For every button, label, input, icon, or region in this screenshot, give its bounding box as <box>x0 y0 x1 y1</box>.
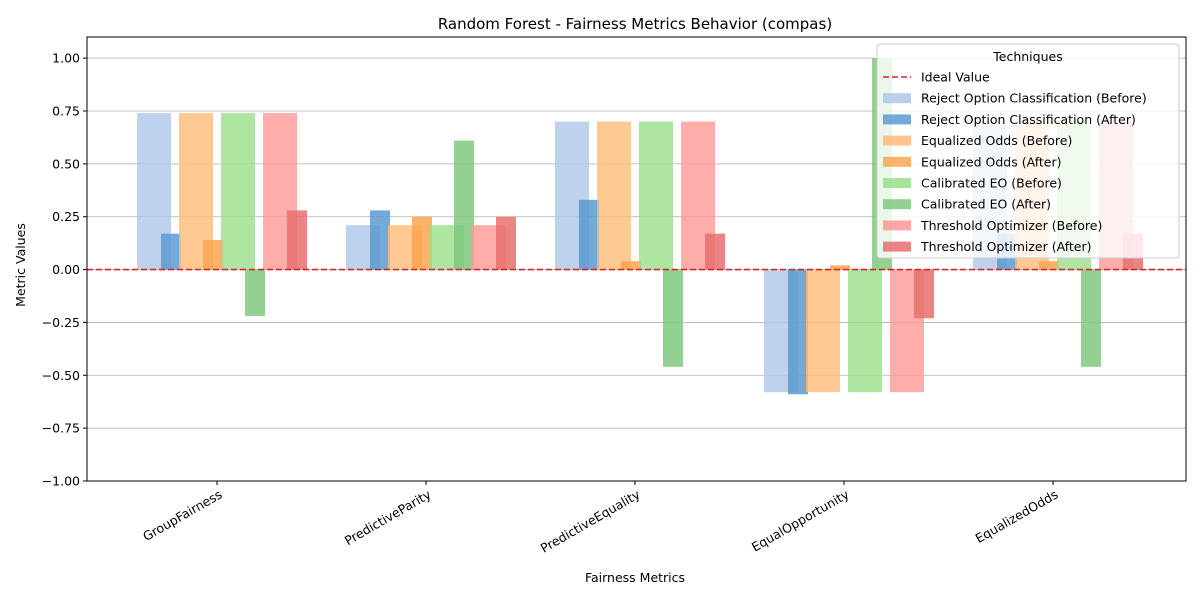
bar-before-t2-c3 <box>848 269 882 393</box>
y-tick-label-8: 1.00 <box>52 51 80 66</box>
bar-after-t2-c0 <box>245 269 265 317</box>
legend-swatch-5 <box>883 178 911 188</box>
legend-box <box>876 43 1180 259</box>
x-tick-label-4: EqualizedOdds <box>973 487 1061 546</box>
y-tick-label-5: 0.25 <box>52 209 80 224</box>
x-tick-label-3: EqualOpportunity <box>749 486 852 554</box>
legend-swatch-6 <box>883 199 911 210</box>
y-tick-label-0: −1.00 <box>42 474 80 489</box>
bar-after-t0-c3 <box>788 269 808 395</box>
bar-after-t0-c2 <box>579 199 599 270</box>
y-tick-label-3: −0.25 <box>42 315 80 330</box>
bar-after-t1-c4 <box>1039 261 1059 270</box>
y-tick-label-7: 0.75 <box>52 104 80 119</box>
legend-swatch-4 <box>883 156 911 167</box>
bar-after-t1-c0 <box>203 239 223 270</box>
bar-after-t2-c2 <box>663 269 683 367</box>
bar-after-t0-c1 <box>370 210 390 270</box>
bar-after-t3-c0 <box>287 210 307 270</box>
legend-label-6: Calibrated EO (After) <box>921 197 1051 212</box>
x-tick-label-0: GroupFairness <box>140 487 224 544</box>
y-tick-label-2: −0.50 <box>42 368 80 383</box>
x-axis-label: Fairness Metrics <box>585 570 685 585</box>
legend-label-3: Equalized Odds (Before) <box>921 133 1072 148</box>
bar-after-t0-c0 <box>161 233 181 270</box>
bar-after-t2-c1 <box>454 140 474 270</box>
bar-before-t1-c2 <box>597 121 631 270</box>
x-tick-label-2: PredictiveEquality <box>538 486 643 555</box>
legend-label-1: Reject Option Classification (Before) <box>921 91 1147 106</box>
legend-swatch-2 <box>883 114 911 125</box>
legend-title: Techniques <box>992 49 1062 64</box>
legend-label-5: Calibrated EO (Before) <box>921 176 1062 191</box>
bar-after-t3-c3 <box>914 269 934 319</box>
y-tick-label-1: −0.75 <box>42 421 80 436</box>
y-axis-label: Metric Values <box>13 223 28 307</box>
legend-label-4: Equalized Odds (After) <box>921 154 1062 169</box>
plot-frame <box>86 36 1187 482</box>
bar-after-t1-c2 <box>621 261 641 270</box>
legend-label-8: Threshold Optimizer (After) <box>920 239 1092 254</box>
bar-after-t1-c1 <box>412 216 432 270</box>
legend-swatch-7 <box>883 220 911 231</box>
y-tick-label-6: 0.50 <box>52 156 80 171</box>
legend-swatch-3 <box>883 135 911 146</box>
bar-after-t2-c4 <box>1081 269 1101 367</box>
legend-swatch-1 <box>883 93 911 104</box>
legend-label-2: Reject Option Classification (After) <box>921 112 1136 127</box>
chart-title: Random Forest - Fairness Metrics Behavio… <box>438 15 832 33</box>
y-tick-label-4: 0.00 <box>52 262 80 277</box>
bar-before-t2-c2 <box>639 121 673 270</box>
legend-label-7: Threshold Optimizer (Before) <box>920 218 1102 233</box>
bar-before-t1-c3 <box>806 269 840 393</box>
bar-after-t3-c2 <box>705 233 725 270</box>
legend-swatch-8 <box>883 241 911 252</box>
bar-after-t3-c1 <box>496 216 516 270</box>
x-tick-label-1: PredictiveParity <box>342 486 434 548</box>
bar-before-t2-c0 <box>221 113 255 270</box>
bar-after-t1-c3 <box>830 265 850 270</box>
legend-label-0: Ideal Value <box>921 70 990 85</box>
